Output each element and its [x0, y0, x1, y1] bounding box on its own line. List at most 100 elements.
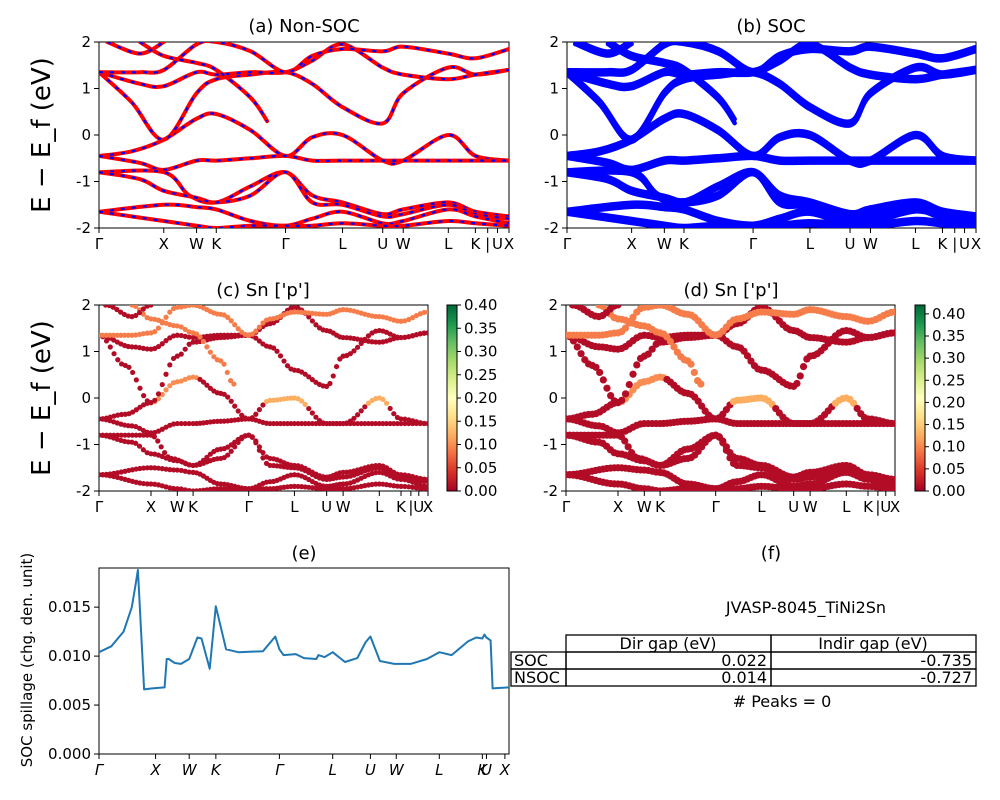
x-tick-label: X	[499, 761, 511, 779]
band-line-soc	[567, 151, 976, 171]
scatter-point	[697, 380, 705, 388]
axes-frame	[98, 41, 510, 229]
scatter-point	[413, 312, 420, 319]
x-tick-label: X	[626, 235, 636, 253]
scatter-point	[302, 401, 308, 407]
x-tick-label: L	[290, 498, 299, 516]
x-tick-label: L	[338, 235, 347, 253]
scatter-point	[599, 376, 607, 384]
scatter-point	[204, 344, 210, 350]
scatter-point	[260, 320, 266, 326]
scatter-point	[347, 420, 353, 427]
scatter-point	[722, 446, 730, 454]
scatter-point	[398, 318, 404, 324]
y-tick-label: 0	[549, 126, 559, 144]
scatter-point	[253, 440, 259, 446]
scatter-point	[163, 338, 169, 344]
scatter-point	[129, 332, 135, 338]
scatter-point	[178, 467, 184, 474]
colorbar-tick-label: 0.30	[464, 343, 497, 361]
scatter-point	[155, 391, 162, 397]
band-line-soc	[605, 42, 737, 126]
scatter-point	[144, 432, 150, 438]
scatter-point	[122, 432, 128, 438]
scatter-point	[391, 411, 397, 417]
scatter-point	[351, 348, 357, 354]
scatter-point	[421, 309, 427, 316]
scatter-point	[621, 324, 630, 332]
x-tick-label: U	[481, 761, 492, 779]
colorbar-tick-label: 0.20	[464, 389, 497, 407]
band-line-soc	[567, 42, 976, 77]
scatter-point	[225, 452, 231, 458]
scatter-point	[235, 439, 241, 445]
x-tick-label: Γ	[712, 498, 721, 516]
x-tick-label: U	[321, 498, 332, 516]
y-tick-label: -1	[76, 436, 91, 454]
scatter-point	[170, 322, 177, 329]
x-tick-label: K	[396, 498, 407, 516]
x-tick-label: U	[492, 235, 503, 253]
scatter-point	[182, 487, 188, 491]
table-row-label: NSOC	[514, 668, 560, 687]
scatter-point	[221, 391, 227, 397]
scatter-point	[163, 371, 169, 377]
scatter-point	[358, 408, 364, 414]
scatter-point	[406, 484, 412, 490]
ylabel-top: E − E_f (eV)	[27, 57, 57, 213]
scatter-point	[398, 476, 404, 482]
scatter-point	[376, 420, 382, 427]
scatter-point	[362, 420, 368, 427]
scatter-point	[167, 362, 173, 368]
scatter-point	[100, 332, 106, 338]
y-tick-label: 0	[81, 126, 91, 144]
band-line-soc	[574, 42, 633, 54]
scatter-point	[719, 439, 727, 447]
scatter-point	[174, 467, 180, 473]
x-tick-label: X	[890, 498, 900, 516]
scatter-point	[274, 348, 280, 354]
x-tick-label: L	[842, 498, 851, 516]
x-tick-label: K	[470, 235, 481, 253]
scatter-point	[306, 314, 312, 320]
scatter-point	[144, 346, 150, 352]
scatter-point	[232, 403, 238, 409]
y-tick-label: 0.010	[48, 647, 91, 665]
scatter-point	[648, 345, 656, 353]
x-tick-label: W	[389, 761, 405, 779]
band-line-soc	[606, 42, 737, 122]
scatter-point	[253, 335, 259, 341]
scatter-point	[174, 458, 180, 464]
y-tick-label: 0.005	[48, 696, 91, 714]
scatter-point	[170, 355, 177, 362]
scatter-point	[256, 447, 262, 453]
scatter-point	[330, 373, 336, 379]
scatter-point	[670, 343, 678, 351]
scatter-point	[369, 420, 375, 427]
x-tick-label: U	[880, 498, 891, 516]
scatter-point	[224, 369, 230, 376]
scatter-point	[133, 312, 139, 319]
scatter-point	[228, 398, 234, 404]
scatter-point	[136, 425, 143, 431]
scatter-point	[313, 322, 319, 328]
scatter-point	[163, 314, 169, 320]
scatter-point	[225, 314, 231, 320]
scatter-point	[380, 420, 386, 427]
scatter-point	[186, 334, 192, 340]
x-tick-label: U	[788, 498, 799, 516]
scatter-point	[111, 351, 117, 357]
scatter-point	[383, 420, 390, 427]
scatter-point	[351, 420, 357, 427]
x-tick-label: X	[159, 235, 169, 253]
scatter-point	[133, 440, 139, 446]
scatter-point	[406, 420, 412, 427]
scatter-point	[118, 332, 124, 338]
band-line-soc	[567, 62, 976, 140]
scatter-point	[666, 337, 675, 346]
x-tick-label: Γ	[95, 498, 104, 516]
y-tick-label: -2	[76, 482, 91, 500]
band-line-soc	[567, 211, 976, 228]
scatter-point	[891, 329, 895, 337]
